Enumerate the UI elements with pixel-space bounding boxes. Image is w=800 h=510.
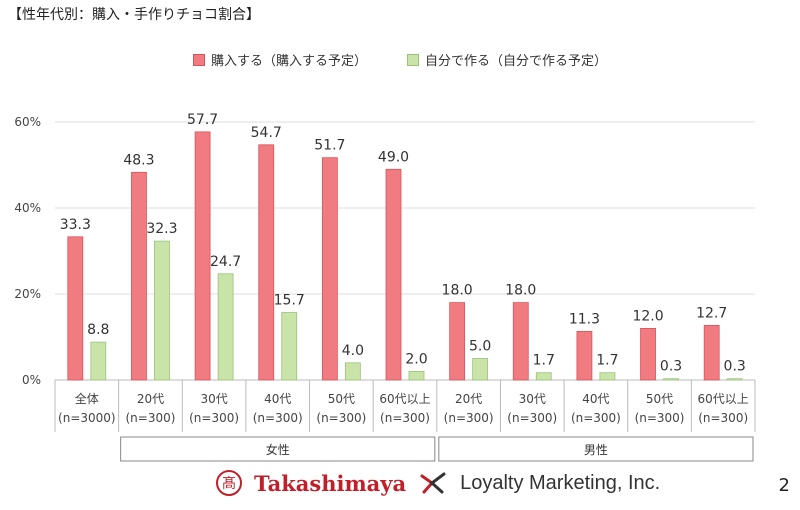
bar-purchase (131, 171, 147, 381)
x-tick-label: 20代 (455, 392, 482, 406)
data-label-purchase: 11.3 (569, 311, 600, 327)
y-tick-label: 0% (22, 373, 41, 387)
bar-purchase (703, 324, 720, 381)
page-title: 【性年代別：購入・手作りチョコ割合】 (8, 7, 260, 23)
bar-purchase (640, 327, 656, 381)
bar-handmade (663, 378, 679, 381)
x-tick-label: 60代以上 (698, 392, 749, 406)
data-label-handmade: 0.3 (724, 359, 746, 375)
footer-logos: 髙 Takashimaya Loyalty Marketing, Inc. (216, 470, 660, 496)
legend-swatch-handmade (407, 53, 419, 66)
bar-handmade (154, 240, 170, 381)
data-label-purchase: 18.0 (442, 283, 473, 299)
x-tick-label: 全体 (75, 391, 99, 406)
takashimaya-logo-mark: 髙 (222, 475, 236, 492)
bar-handmade (217, 273, 234, 381)
data-label-purchase: 57.7 (187, 112, 218, 128)
x-tick-sublabel: (n=300) (571, 411, 621, 425)
x-tick-label: 30代 (200, 392, 227, 406)
data-label-handmade: 2.0 (405, 351, 427, 367)
bar-handmade (599, 372, 616, 381)
data-label-purchase: 49.0 (378, 149, 409, 165)
bar-handmade (408, 370, 425, 381)
x-tick-label: 30代 (519, 392, 546, 406)
x-tick-label: 50代 (646, 392, 673, 406)
data-label-handmade: 8.8 (87, 322, 109, 338)
bar-handmade (472, 358, 489, 381)
bar-purchase (321, 157, 338, 381)
bar-handmade (726, 378, 743, 381)
y-tick-label: 20% (14, 287, 41, 301)
bar-purchase (67, 236, 84, 381)
bar-purchase (194, 131, 211, 381)
bar-handmade (90, 341, 107, 381)
data-label-purchase: 12.7 (696, 305, 727, 321)
x-tick-sublabel: (n=300) (125, 411, 175, 425)
data-label-purchase: 51.7 (314, 138, 345, 154)
x-tick-label: 40代 (264, 392, 291, 406)
data-label-purchase: 12.0 (632, 308, 663, 324)
data-label-handmade: 1.7 (596, 353, 618, 369)
x-tick-sublabel: (n=300) (635, 411, 685, 425)
x-tick-sublabel: (n=300) (189, 411, 239, 425)
bar-handmade (535, 372, 552, 381)
legend-swatch-purchase (192, 53, 205, 66)
group-label: 女性 (266, 442, 290, 457)
bar-chart: 0% 20% 40% 60% 33.3 8.8 全体 (n=3000) 48.3 32.3 20代 (… (14, 112, 756, 462)
legend-entry-handmade: 自分で作る（自分で作る予定） (407, 50, 607, 69)
x-tick-label: 40代 (582, 392, 609, 406)
data-label-handmade: 0.3 (660, 359, 682, 375)
legend-entry-purchase: 購入する（購入する予定） (192, 50, 367, 69)
legend-label-handmade: 自分で作る（自分で作る予定） (425, 54, 608, 69)
x-tick-sublabel: (n=300) (253, 411, 303, 425)
bar-purchase (512, 302, 529, 381)
takashimaya-wordmark: Takashimaya (254, 470, 407, 496)
data-label-purchase: 18.0 (505, 283, 536, 299)
bar-handmade (344, 362, 361, 381)
x-tick-sublabel: (n=300) (444, 411, 494, 425)
bar-purchase (449, 302, 466, 381)
x-tick-sublabel: (n=300) (380, 411, 430, 425)
x-tick-sublabel: (n=3000) (58, 411, 116, 425)
loyalty-marketing-logo-icon (420, 472, 446, 494)
x-tick-label: 60代以上 (379, 392, 430, 406)
group-box (438, 436, 754, 462)
x-tick-label: 20代 (137, 392, 164, 406)
bar-purchase (385, 168, 402, 381)
data-label-handmade: 24.7 (210, 254, 241, 270)
takashimaya-logo-icon: 髙 (216, 470, 242, 496)
x-tick-sublabel: (n=300) (316, 411, 366, 425)
data-label-purchase: 54.7 (251, 125, 282, 141)
x-tick-sublabel: (n=300) (507, 411, 557, 425)
y-tick-label: 60% (14, 115, 41, 129)
data-label-handmade: 1.7 (533, 353, 555, 369)
legend-label-purchase: 購入する（購入する予定） (210, 54, 367, 69)
group-label: 男性 (584, 443, 608, 457)
data-label-handmade: 4.0 (342, 343, 364, 359)
loyalty-marketing-wordmark: Loyalty Marketing, Inc. (460, 471, 661, 494)
chart-legend: 購入する（購入する予定） 自分で作る（自分で作る予定） (0, 50, 800, 69)
data-label-purchase: 33.3 (60, 217, 91, 233)
page-number: 2 (778, 475, 790, 496)
data-label-purchase: 48.3 (123, 152, 154, 168)
data-label-handmade: 32.3 (146, 221, 177, 237)
bar-purchase (258, 144, 275, 381)
bar-purchase (576, 331, 593, 381)
group-box (120, 436, 436, 462)
bar-handmade (281, 312, 298, 381)
y-tick-label: 40% (14, 201, 41, 215)
data-label-handmade: 15.7 (274, 292, 305, 308)
data-label-handmade: 5.0 (469, 339, 491, 355)
x-tick-sublabel: (n=300) (698, 411, 748, 425)
x-tick-label: 50代 (328, 392, 355, 406)
